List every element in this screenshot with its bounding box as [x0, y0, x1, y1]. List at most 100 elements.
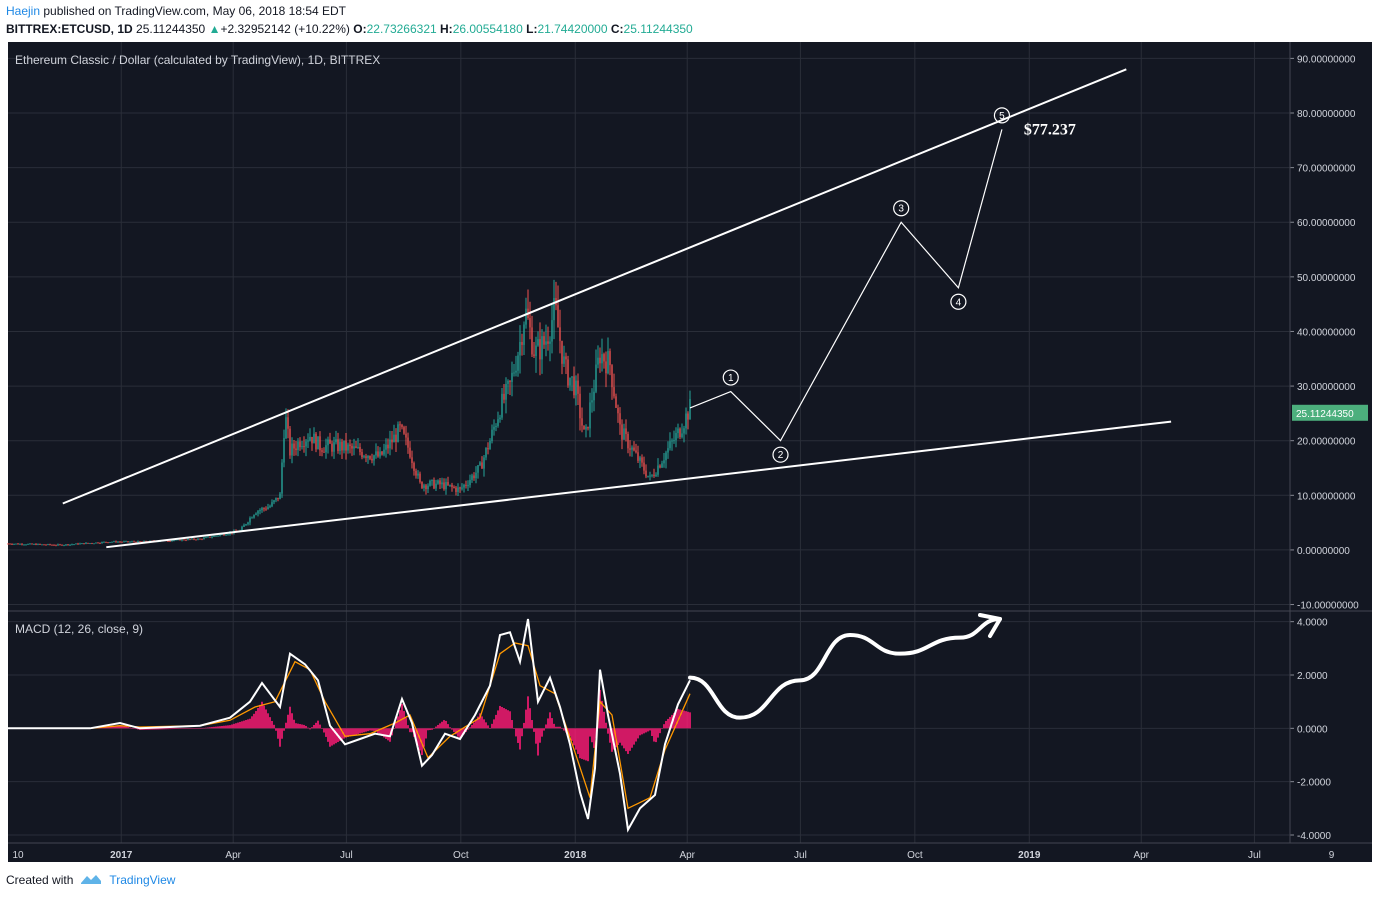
candle-body	[551, 320, 553, 342]
candle-body	[473, 475, 475, 479]
histogram-bar	[243, 720, 245, 729]
candle-body	[497, 419, 499, 426]
histogram-bar	[341, 728, 343, 740]
histogram-bar	[459, 728, 461, 739]
candle-body	[333, 442, 335, 452]
candle-body	[667, 448, 669, 453]
candle-body	[523, 324, 525, 345]
candle-body	[213, 535, 215, 537]
candle-body	[221, 534, 223, 536]
candle-body	[63, 545, 65, 547]
candle-body	[519, 341, 521, 356]
candle-body	[661, 463, 663, 468]
candle-body	[435, 483, 437, 489]
histogram-bar	[429, 728, 431, 731]
candle-body	[201, 538, 203, 540]
candle-body	[381, 451, 383, 455]
candle-body	[655, 474, 657, 476]
histogram-bar	[309, 728, 311, 730]
candle-body	[605, 361, 607, 374]
histogram-bar	[115, 725, 117, 729]
candle-body	[487, 447, 489, 450]
histogram-bar	[649, 728, 651, 731]
candle-body	[607, 351, 609, 374]
candle-body	[299, 441, 301, 448]
candle-body	[205, 537, 207, 539]
histogram-bar	[573, 728, 575, 746]
histogram-bar	[663, 724, 665, 729]
candle-body	[19, 543, 21, 545]
candle-body	[533, 354, 535, 356]
candle-body	[659, 465, 661, 468]
histogram-bar	[135, 728, 137, 729]
candle-body	[537, 339, 539, 346]
candle-body	[513, 372, 515, 374]
candle-body	[597, 357, 599, 365]
histogram-bar	[175, 728, 177, 729]
price-tick-label: 50.00000000	[1297, 273, 1356, 284]
time-tick-label: Jul	[794, 850, 807, 861]
candle-body	[421, 481, 423, 488]
candle-body	[657, 465, 659, 475]
histogram-bar	[507, 710, 509, 729]
candle-body	[11, 543, 13, 545]
candle-body	[589, 402, 591, 429]
histogram-bar	[155, 728, 157, 730]
candle-body	[423, 485, 425, 488]
histogram-bar	[321, 728, 323, 729]
candle-body	[637, 452, 639, 461]
candle-body	[341, 441, 343, 451]
price-tick-label: 60.00000000	[1297, 218, 1356, 229]
histogram-bar	[281, 728, 283, 739]
candle-body	[379, 451, 381, 457]
candle-body	[677, 428, 679, 434]
wave-label: 5	[999, 111, 1005, 122]
wave-label: 3	[898, 204, 904, 215]
candle-body	[99, 543, 101, 545]
candle-body	[517, 355, 519, 371]
candle-body	[459, 487, 461, 489]
histogram-bar	[181, 728, 183, 729]
histogram-bar	[223, 725, 225, 729]
candle-body	[367, 456, 369, 458]
candle-body	[311, 436, 313, 444]
histogram-bar	[293, 719, 295, 729]
histogram-bar	[449, 727, 451, 729]
tradingview-link[interactable]: TradingView	[109, 873, 176, 887]
histogram-bar	[153, 728, 155, 730]
histogram-bar	[677, 708, 679, 729]
publish-info: Haejin published on TradingView.com, May…	[6, 4, 346, 18]
candle-body	[481, 462, 483, 469]
histogram-bar	[523, 722, 525, 729]
candle-body	[499, 417, 501, 420]
candle-body	[601, 354, 603, 364]
author-link[interactable]: Haejin	[6, 4, 41, 18]
histogram-bar	[661, 728, 663, 729]
candle-body	[365, 456, 367, 458]
candle-body	[95, 542, 97, 544]
candle-body	[35, 543, 37, 545]
change-value: +2.32952142 (+10.22%)	[220, 22, 350, 36]
histogram-bar	[191, 728, 193, 729]
histogram-bar	[271, 720, 273, 729]
candle-body	[15, 543, 17, 545]
chart-canvas[interactable]: 10 2017 Apr Jul Oct 2018 Apr Jul Oct 2019 Apr Jul 9 9…	[0, 40, 1380, 865]
candle-body	[641, 457, 643, 463]
candle-body	[563, 356, 565, 364]
candle-body	[577, 380, 579, 394]
candle-body	[85, 542, 87, 544]
candle-body	[7, 543, 9, 545]
candle-body	[45, 544, 47, 546]
histogram-bar	[261, 701, 263, 729]
candle-body	[419, 473, 421, 482]
candle-body	[511, 372, 513, 382]
histogram-bar	[491, 723, 493, 729]
histogram-bar	[521, 728, 523, 737]
candle-body	[29, 543, 31, 545]
price-tick-label: 30.00000000	[1297, 382, 1356, 393]
candle-body	[623, 428, 625, 440]
candle-body	[373, 455, 375, 461]
candle-body	[343, 440, 345, 451]
histogram-bar	[385, 728, 387, 739]
candle-body	[307, 440, 309, 442]
